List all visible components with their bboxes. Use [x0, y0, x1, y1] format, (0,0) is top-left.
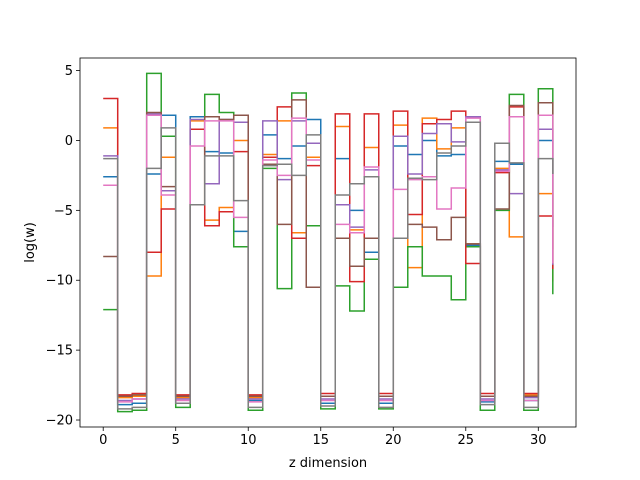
x-tick-label: 20 [385, 433, 402, 448]
x-tick-label: 10 [240, 433, 257, 448]
x-axis-ticks: 0 5 10 15 20 25 30 [99, 427, 547, 448]
x-axis-label: z dimension [289, 456, 367, 471]
series-line-8 [103, 121, 554, 410]
y-tick-label: −5 [54, 204, 73, 219]
x-tick-label: 25 [458, 433, 475, 448]
y-axis-ticks: 5 0 −5 −10 −15 −20 [46, 64, 80, 429]
x-tick-label: 5 [172, 433, 180, 448]
x-tick-label: 0 [99, 433, 107, 448]
y-tick-label: 0 [65, 134, 73, 149]
y-tick-label: 5 [65, 64, 73, 79]
y-tick-label: −10 [46, 274, 73, 289]
y-tick-label: −20 [46, 414, 73, 429]
plot-frame [79, 57, 577, 428]
y-tick-label: −15 [46, 344, 73, 359]
y-axis-label: log(w) [23, 222, 38, 263]
x-tick-label: 15 [312, 433, 329, 448]
series-layer [103, 72, 554, 413]
x-tick-label: 30 [530, 433, 547, 448]
